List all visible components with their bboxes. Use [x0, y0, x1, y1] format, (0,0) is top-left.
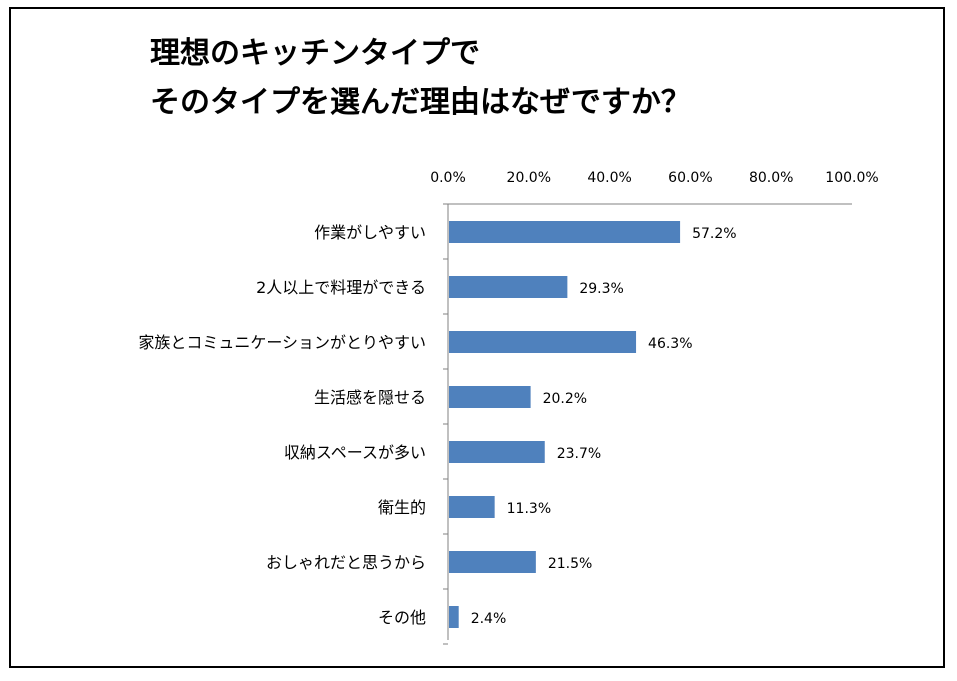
category-label: 2人以上で料理ができる: [256, 278, 426, 297]
data-label: 21.5%: [548, 556, 592, 572]
data-label: 2.4%: [471, 611, 507, 627]
bar: [449, 496, 495, 518]
category-label: 作業がしやすい: [314, 223, 426, 242]
bar: [449, 331, 637, 353]
category-label: 家族とコミュニケーションがとりやすい: [138, 333, 426, 352]
data-label: 20.2%: [543, 391, 587, 407]
x-tick-label: 0.0%: [430, 170, 466, 186]
axis-layer: [443, 203, 852, 645]
x-tick-label: 60.0%: [668, 170, 712, 186]
category-label: その他: [378, 608, 426, 627]
bars-layer: [449, 221, 681, 628]
chart-title-line-2: そのタイプを選んだ理由はなぜですか？: [150, 85, 691, 120]
category-label: 生活感を隠せる: [314, 388, 426, 407]
bar: [449, 606, 459, 628]
bar: [449, 221, 681, 243]
data-label: 23.7%: [557, 446, 601, 462]
category-label: 衛生的: [378, 498, 426, 517]
bar: [449, 276, 568, 298]
x-tick-label: 20.0%: [507, 170, 551, 186]
data-label: 57.2%: [692, 226, 736, 242]
bar: [449, 551, 536, 573]
labels-layer: 0.0% 20.0% 40.0% 60.0% 80.0% 100.0% 作業がしやすい 57.…: [138, 170, 878, 627]
chart-title-line-1: 理想のキッチンタイプで: [150, 36, 480, 71]
category-label: 収納スペースが多い: [284, 443, 426, 462]
bar: [449, 386, 531, 408]
category-label: おしゃれだと思うから: [266, 553, 426, 572]
x-tick-label: 80.0%: [749, 170, 793, 186]
x-tick-label: 100.0%: [825, 170, 878, 186]
data-label: 29.3%: [579, 281, 623, 297]
data-label: 46.3%: [648, 336, 692, 352]
x-tick-label: 40.0%: [587, 170, 631, 186]
bar: [449, 441, 545, 463]
data-label: 11.3%: [507, 501, 551, 517]
